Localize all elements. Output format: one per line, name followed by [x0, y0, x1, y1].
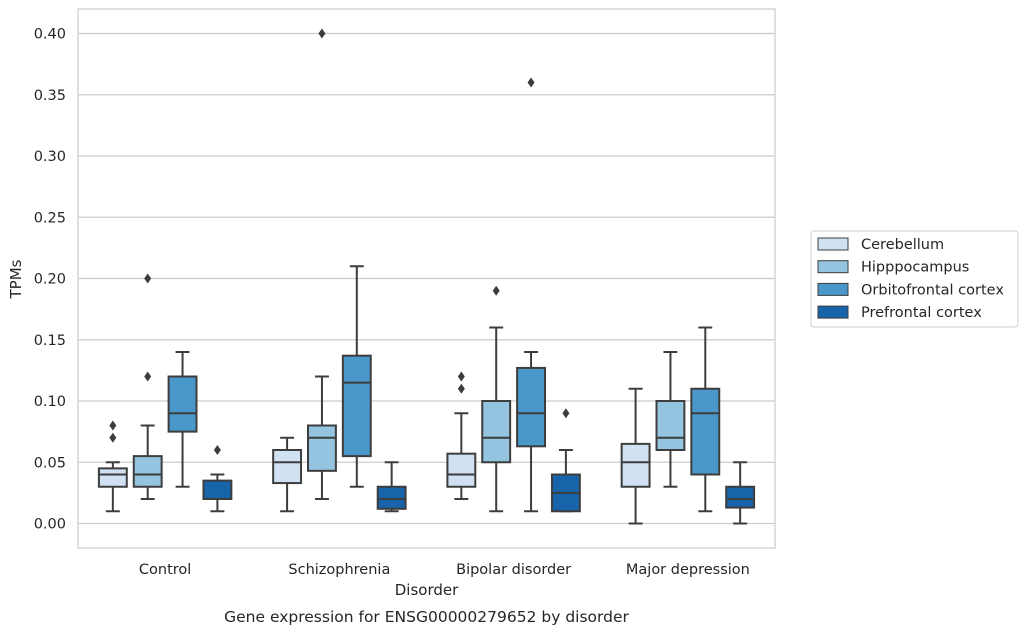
- box-0-1: [132, 273, 163, 500]
- y-tick-label: 0.30: [34, 149, 66, 165]
- box-1-1: [307, 28, 337, 500]
- box-3-3: [725, 461, 756, 525]
- plot-area-frame: [77, 8, 776, 549]
- legend-swatch: [817, 305, 849, 319]
- iqr-box: [655, 400, 686, 451]
- y-axis-label: TPMs: [7, 259, 25, 299]
- outlier-marker: [109, 420, 117, 431]
- iqr-box: [446, 452, 477, 488]
- iqr-box: [132, 455, 163, 488]
- y-tick-label: 0.20: [34, 272, 66, 288]
- y-tick-label: 0.40: [34, 27, 66, 43]
- box-series: [97, 28, 756, 525]
- x-tick-label: Major depression: [626, 562, 750, 578]
- legend-label: Hipppocampus: [861, 260, 969, 276]
- y-tick-label: 0.10: [34, 394, 66, 410]
- y-tick-label: 0.15: [34, 333, 66, 349]
- x-tick-label: Control: [139, 562, 191, 578]
- iqr-box: [725, 485, 756, 509]
- iqr-box: [272, 449, 303, 485]
- legend-label: Orbitofrontal cortex: [861, 282, 1004, 298]
- outlier-marker: [318, 28, 326, 39]
- box-1-3: [376, 461, 407, 513]
- outlier-marker: [457, 383, 465, 394]
- iqr-box: [620, 442, 651, 488]
- legend-frame: [810, 230, 1019, 328]
- outlier-marker: [144, 371, 152, 382]
- chart-caption: Gene expression for ENSG00000279652 by d…: [224, 608, 629, 626]
- outlier-marker: [457, 371, 465, 382]
- legend-label: Cerebellum: [861, 237, 944, 253]
- outlier-marker: [213, 445, 221, 455]
- iqr-box: [690, 387, 721, 476]
- iqr-box: [307, 424, 337, 472]
- legend-swatch: [817, 282, 849, 296]
- x-tick-label: Schizophrenia: [288, 562, 390, 578]
- legend-label: Prefrontal cortex: [861, 305, 982, 321]
- legend-swatch: [817, 237, 849, 251]
- outlier-marker: [144, 273, 152, 284]
- box-2-3: [550, 408, 581, 513]
- outlier-marker: [492, 285, 500, 296]
- iqr-box: [376, 485, 407, 510]
- x-tick-label: Bipolar disorder: [456, 562, 571, 578]
- box-1-2: [341, 265, 372, 488]
- legend: Cerebellum Hipppocampus Orbitofrontal cort…: [810, 230, 1019, 328]
- box-2-2: [516, 77, 546, 513]
- box-0-2: [167, 351, 198, 488]
- box-0-3: [202, 445, 233, 513]
- box-3-0: [620, 387, 651, 525]
- y-axis-ticks: 0.00 0.05 0.10 0.15 0.20 0.25 0.30 0.35 0.40: [34, 27, 66, 533]
- box-3-1: [655, 351, 686, 488]
- y-tick-label: 0.25: [34, 210, 66, 226]
- box-2-1: [481, 285, 512, 513]
- iqr-box: [341, 354, 372, 458]
- box-0-0: [97, 420, 128, 513]
- x-axis-ticks: Control Schizophrenia Bipolar disorder Majo…: [139, 562, 750, 578]
- y-tick-label: 0.05: [34, 455, 66, 471]
- iqr-box: [516, 366, 546, 448]
- legend-swatch: [817, 260, 849, 274]
- iqr-box: [97, 467, 128, 488]
- iqr-box: [481, 400, 512, 464]
- box-1-0: [272, 436, 303, 513]
- iqr-box: [202, 479, 233, 500]
- iqr-box: [167, 375, 198, 433]
- outlier-marker: [562, 408, 570, 419]
- outlier-marker: [527, 77, 535, 88]
- box-3-2: [690, 326, 721, 513]
- box-2-0: [446, 371, 477, 500]
- x-axis-label: Disorder: [395, 581, 459, 599]
- y-tick-label: 0.00: [34, 517, 66, 533]
- outlier-marker: [109, 432, 117, 443]
- y-tick-label: 0.35: [34, 88, 66, 104]
